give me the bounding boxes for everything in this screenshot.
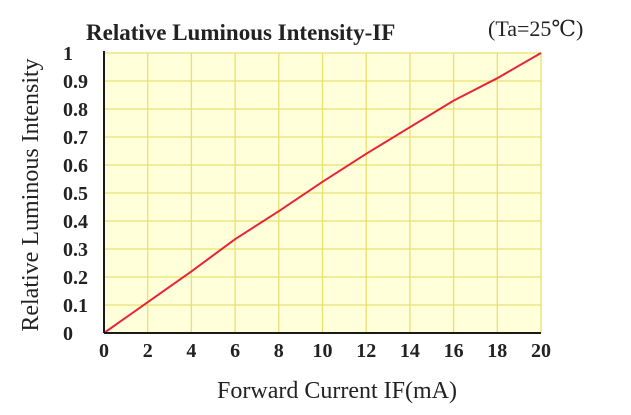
- y-tick-label: 0: [63, 323, 73, 345]
- x-tick-label: 20: [531, 340, 551, 362]
- x-tick-label: 2: [143, 340, 153, 362]
- y-tick-label: 0.5: [63, 183, 88, 205]
- y-tick-label: 1: [63, 43, 73, 65]
- y-axis-label: Relative Luminous Intensity: [18, 58, 44, 331]
- x-tick-label: 10: [313, 340, 333, 362]
- chart-condition: (Ta=25℃): [488, 16, 583, 41]
- x-tick-label: 14: [400, 340, 420, 362]
- series-layer: [103, 52, 542, 334]
- x-tick-label: 16: [444, 340, 464, 362]
- x-tick-label: 18: [487, 340, 507, 362]
- y-tick-label: 0.8: [63, 99, 88, 121]
- x-axis-label: Forward Current IF(mA): [217, 378, 457, 404]
- x-tick-label: 0: [99, 340, 109, 362]
- x-tick-label: 8: [274, 340, 284, 362]
- x-tick-label: 12: [356, 340, 376, 362]
- y-tick-label: 0.4: [63, 211, 88, 233]
- y-tick-label: 0.9: [63, 71, 88, 93]
- y-tick-label: 0.1: [63, 295, 88, 317]
- x-tick-label: 6: [230, 340, 240, 362]
- y-tick-label: 0.6: [63, 155, 88, 177]
- axes: [103, 51, 541, 334]
- chart-title: Relative Luminous Intensity-IF: [86, 20, 395, 45]
- y-tick-label: 0.3: [63, 239, 88, 261]
- series-line: [103, 52, 542, 334]
- x-tick-label: 4: [186, 340, 196, 362]
- x-tick-labels: 0 2 4 6 8 10 12 14 16 18 20: [99, 340, 551, 362]
- y-tick-label: 0.2: [63, 267, 88, 289]
- y-tick-label: 0.7: [63, 127, 88, 149]
- y-tick-labels: 0 0.1 0.2 0.3 0.4 0.5 0.6 0.7 0.8 0.9 1: [63, 43, 88, 345]
